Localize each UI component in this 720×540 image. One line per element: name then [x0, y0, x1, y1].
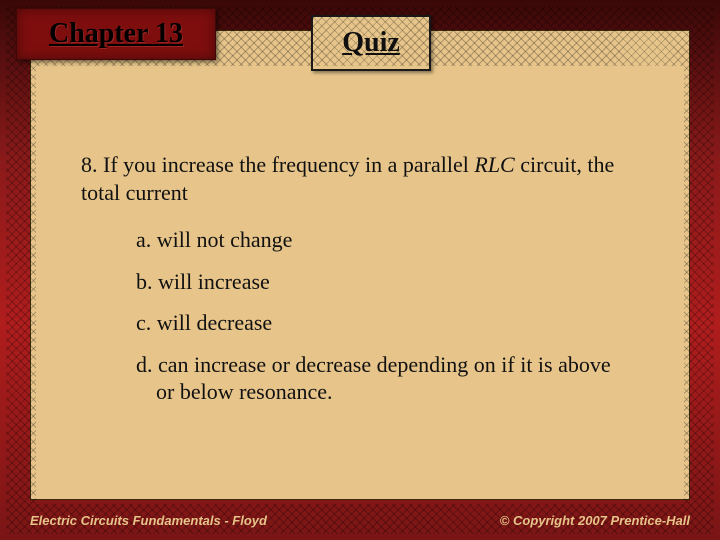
option-b: b. will increase	[136, 268, 629, 296]
option-c: c. will decrease	[136, 309, 629, 337]
option-letter: d.	[136, 352, 153, 377]
chapter-title-box: Chapter 13	[16, 8, 216, 60]
option-text: will decrease	[157, 310, 272, 335]
option-text: will not change	[157, 227, 293, 252]
option-a: a. will not change	[136, 226, 629, 254]
question-block: 8. If you increase the frequency in a pa…	[81, 151, 629, 420]
footer: Electric Circuits Fundamentals - Floyd ©…	[30, 513, 690, 528]
footer-left: Electric Circuits Fundamentals - Floyd	[30, 513, 267, 528]
question-number: 8.	[81, 152, 98, 177]
content-panel: Quiz 8. If you increase the frequency in…	[30, 30, 690, 500]
footer-right: © Copyright 2007 Prentice-Hall	[500, 513, 690, 528]
question-stem-italic: RLC	[474, 152, 514, 177]
quiz-title: Quiz	[342, 27, 400, 59]
option-letter: c.	[136, 310, 151, 335]
option-d: d. can increase or decrease depending on…	[136, 351, 629, 406]
slide-frame: Quiz 8. If you increase the frequency in…	[0, 0, 720, 540]
question-stem-pre: If you increase the frequency in a paral…	[103, 152, 474, 177]
question-stem: 8. If you increase the frequency in a pa…	[81, 151, 629, 206]
chapter-title: Chapter 13	[49, 18, 183, 50]
options-list: a. will not change b. will increase c. w…	[136, 226, 629, 406]
option-letter: a.	[136, 227, 151, 252]
quiz-title-box: Quiz	[311, 15, 431, 71]
option-text: will increase	[158, 269, 270, 294]
option-text: can increase or decrease depending on if…	[156, 352, 611, 405]
option-letter: b.	[136, 269, 153, 294]
